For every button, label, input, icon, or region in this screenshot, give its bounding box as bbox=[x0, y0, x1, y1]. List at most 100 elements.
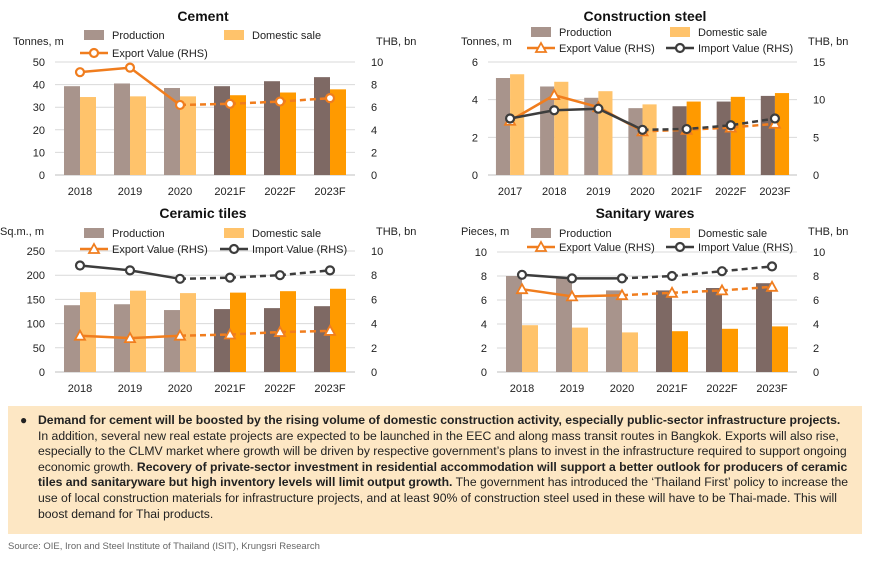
legend-swatch-production bbox=[84, 30, 104, 40]
bars bbox=[495, 74, 790, 175]
series-export-value bbox=[74, 62, 336, 111]
x-tick-label: 2021F bbox=[671, 186, 702, 198]
legend-marker-import-value bbox=[674, 241, 686, 253]
right-axis-unit: THB, bn bbox=[376, 36, 416, 48]
legend-swatch-production bbox=[531, 228, 551, 238]
chart-title: Sanitary wares bbox=[596, 205, 695, 221]
right-tick-label: 8 bbox=[371, 270, 377, 282]
right-tick-label: 8 bbox=[371, 80, 377, 92]
line-import-value-forecast bbox=[642, 117, 776, 132]
legend-marker-export-value bbox=[88, 47, 100, 59]
x-tick-label: 2023F bbox=[314, 186, 345, 198]
right-tick-label: 10 bbox=[813, 95, 825, 107]
bar-production-2023F bbox=[756, 283, 772, 372]
line-import-value-forecast bbox=[179, 269, 331, 281]
point-import-value-2019 bbox=[593, 103, 604, 114]
point-export-value-2022F bbox=[274, 96, 286, 107]
chart-svg: Cement Tonnes, m THB, bn 0 10 20 30 40 50 0 2 4 6 8 10… bbox=[13, 8, 416, 198]
chart-svg: Sanitary wares Pieces, m THB, bn 0 2 4 6 8 10 0 2 4… bbox=[461, 205, 848, 395]
series-export-value bbox=[73, 324, 337, 344]
series-import-value bbox=[74, 260, 336, 284]
left-tick-label: 6 bbox=[472, 57, 478, 69]
line-export-value-forecast bbox=[621, 285, 773, 297]
bars bbox=[64, 288, 346, 372]
x-tick-label: 2022F bbox=[706, 383, 737, 395]
point-export-value-2021F bbox=[224, 98, 236, 109]
point-export-value-2021F bbox=[665, 285, 679, 298]
point-import-value-2019 bbox=[566, 273, 578, 284]
legend-swatch-domestic-sale bbox=[224, 228, 244, 238]
bar-production-2023F bbox=[760, 95, 775, 175]
bars bbox=[64, 77, 346, 175]
left-tick-label: 4 bbox=[472, 95, 478, 107]
bar-production-2021F bbox=[656, 290, 672, 372]
point-export-value-2018 bbox=[74, 67, 86, 78]
legend-swatch-production bbox=[531, 27, 551, 37]
left-tick-label: 10 bbox=[475, 247, 487, 259]
right-tick-label: 8 bbox=[813, 271, 819, 283]
x-tick-label: 2019 bbox=[560, 383, 584, 395]
x-tick-label: 2021F bbox=[214, 383, 245, 395]
left-tick-label: 30 bbox=[33, 102, 45, 114]
point-export-value-2023F bbox=[323, 324, 337, 336]
bar-production-2022F bbox=[706, 288, 722, 372]
legend: Production Domestic sale Export Value (RHS… bbox=[527, 228, 793, 254]
bar-domestic-sale-2019 bbox=[130, 290, 146, 372]
line-export-value-forecast bbox=[179, 96, 331, 107]
legend-marker-export-value bbox=[534, 41, 548, 53]
point-export-value-2019 bbox=[124, 62, 136, 73]
right-tick-label: 2 bbox=[371, 343, 377, 355]
summary-bold-1: Demand for cement will be boosted by the… bbox=[38, 413, 841, 427]
legend-label-export-value: Export Value (RHS) bbox=[112, 48, 208, 60]
bar-domestic-sale-2023F bbox=[330, 288, 346, 372]
bar-domestic-sale-2020 bbox=[180, 96, 196, 175]
bar-domestic-sale-2019 bbox=[598, 91, 613, 175]
left-tick-label: 200 bbox=[27, 270, 45, 282]
point-import-value-2023F bbox=[769, 113, 781, 124]
bars bbox=[506, 276, 788, 372]
bar-production-2021F bbox=[214, 309, 230, 372]
x-tick-label: 2021F bbox=[214, 186, 245, 198]
point-export-value-2019 bbox=[565, 289, 579, 302]
right-tick-label: 0 bbox=[813, 170, 819, 182]
bar-production-2020 bbox=[628, 108, 643, 175]
point-import-value-2020 bbox=[174, 273, 186, 284]
legend-label-export-value: Export Value (RHS) bbox=[559, 242, 655, 254]
point-export-value-2020 bbox=[173, 328, 187, 341]
construction-steel-chart: Construction steel Tonnes, m THB, bn 0 2 4 6 0 5… bbox=[435, 0, 870, 205]
right-tick-label: 10 bbox=[371, 57, 383, 69]
right-tick-label: 6 bbox=[371, 102, 377, 114]
x-tick-label: 2023F bbox=[314, 383, 345, 395]
left-tick-label: 50 bbox=[33, 57, 45, 69]
series-import-value bbox=[516, 261, 778, 284]
point-import-value-2023F bbox=[324, 265, 336, 276]
bar-domestic-sale-2021F bbox=[230, 95, 246, 175]
point-export-value-2023F bbox=[324, 93, 336, 104]
right-tick-label: 0 bbox=[371, 367, 377, 379]
left-tick-label: 8 bbox=[481, 271, 487, 283]
right-tick-label: 10 bbox=[371, 246, 383, 258]
point-import-value-2021F bbox=[681, 123, 692, 135]
point-export-value-2020 bbox=[615, 288, 629, 301]
left-tick-label: 100 bbox=[27, 319, 45, 331]
bar-production-2021F bbox=[672, 106, 687, 175]
bar-production-2022F bbox=[264, 81, 280, 175]
point-import-value-2022F bbox=[274, 270, 286, 281]
right-axis-unit: THB, bn bbox=[808, 226, 848, 238]
source-note: Source: OIE, Iron and Steel Institute of… bbox=[8, 541, 320, 552]
bar-domestic-sale-2022F bbox=[730, 96, 745, 175]
x-tick-label: 2023F bbox=[756, 383, 787, 395]
right-tick-label: 6 bbox=[371, 294, 377, 306]
bar-domestic-sale-2018 bbox=[80, 292, 96, 372]
right-tick-label: 4 bbox=[371, 125, 377, 137]
legend-label-import-value: Import Value (RHS) bbox=[698, 242, 793, 254]
point-export-value-2022F bbox=[273, 325, 287, 337]
bar-domestic-sale-2020 bbox=[642, 104, 657, 175]
bar-production-2021F bbox=[214, 86, 230, 175]
point-import-value-2018 bbox=[549, 105, 560, 116]
legend-marker-import-value bbox=[228, 243, 240, 255]
point-export-value-2021F bbox=[223, 327, 237, 340]
left-tick-label: 0 bbox=[39, 170, 45, 182]
left-tick-label: 150 bbox=[27, 294, 45, 306]
